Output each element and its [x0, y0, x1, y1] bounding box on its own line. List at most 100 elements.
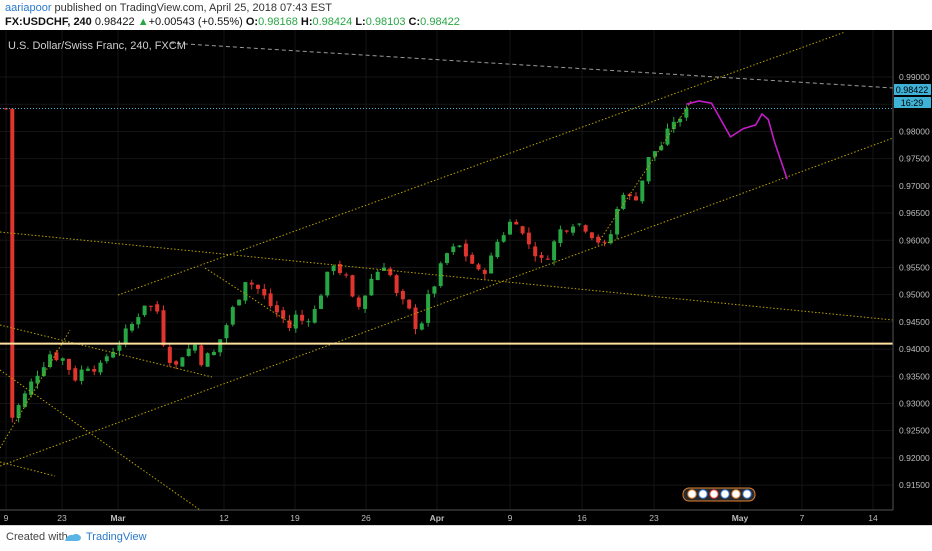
- candle-body: [671, 121, 676, 130]
- candle-body: [678, 118, 683, 123]
- candle-body: [482, 269, 487, 274]
- price-tick-label: 0.93500: [899, 371, 930, 381]
- price-tick-label: 0.94000: [899, 344, 930, 354]
- price-tick-label: 0.94500: [899, 317, 930, 327]
- candle-body: [136, 317, 141, 325]
- price-tick-label: 0.97500: [899, 154, 930, 164]
- diagonal-line: [0, 369, 201, 511]
- time-tick-label: May: [732, 513, 749, 523]
- candle-body: [451, 246, 456, 253]
- candle-body: [256, 284, 260, 289]
- candle-body: [274, 305, 279, 313]
- event-flag-icon[interactable]: [709, 489, 719, 499]
- ohlc-row: FX:USDCHF, 240 0.98422 ▲+0.00543 (+0.55%…: [5, 16, 460, 28]
- candle-body: [287, 320, 292, 329]
- wedge-line: [204, 267, 296, 327]
- candle-body: [394, 275, 399, 293]
- candle-body: [476, 264, 481, 270]
- time-tick-label: 26: [361, 513, 371, 523]
- candle-body: [73, 368, 78, 381]
- tradingview-link[interactable]: TradingView: [86, 531, 147, 543]
- countdown-tag-text: 16:29: [901, 98, 924, 108]
- price-axis[interactable]: [893, 30, 932, 510]
- candle-body: [608, 234, 613, 244]
- candle-body: [293, 314, 298, 329]
- grid: [0, 30, 893, 510]
- candle-body: [621, 194, 626, 209]
- countdown-tag: [894, 97, 931, 108]
- time-tick-label: 12: [219, 513, 229, 523]
- price-tick-label: 0.96000: [899, 235, 930, 245]
- time-tick-label: 9: [508, 513, 513, 523]
- price-tick-label: 0.98000: [899, 126, 930, 136]
- time-axis-labels: 9 23 Mar 12 19 26 Apr 9 16 23 May 7 14: [4, 513, 878, 523]
- time-tick-label: 23: [57, 513, 67, 523]
- candle-body: [300, 314, 305, 321]
- channel-upper-line: [117, 31, 846, 296]
- candle-body: [111, 351, 116, 358]
- candle-body: [564, 230, 569, 232]
- candle-body: [60, 358, 65, 361]
- descending-trendline: [0, 231, 894, 321]
- candle-body: [54, 352, 59, 361]
- event-flag-icon[interactable]: [742, 489, 752, 499]
- time-tick-label: 19: [290, 513, 300, 523]
- time-tick-label: Apr: [430, 513, 445, 523]
- candle-body: [79, 369, 84, 381]
- chart-area[interactable]: 0.990000.985000.980000.975000.970000.965…: [0, 30, 932, 525]
- event-flag-icon[interactable]: [687, 489, 697, 499]
- chart-legend-title: U.S. Dollar/Swiss Franc, 240, FXCM: [8, 40, 186, 52]
- event-flag-icon[interactable]: [731, 489, 741, 499]
- candle-body: [375, 271, 380, 281]
- candle-body: [35, 375, 40, 384]
- candle-body: [161, 310, 166, 346]
- candle-body: [646, 157, 651, 182]
- publish-info: aariapoor published on TradingView.com, …: [5, 2, 332, 14]
- candle-body: [22, 393, 27, 407]
- candle-body: [16, 405, 21, 419]
- candle-body: [29, 381, 34, 395]
- candle-body: [249, 282, 254, 285]
- time-axis[interactable]: [0, 510, 932, 525]
- candle-body: [41, 367, 46, 377]
- event-markers[interactable]: [682, 487, 756, 502]
- low-label: L:: [355, 16, 366, 28]
- high-value: 0.98424: [312, 16, 353, 28]
- price-tick-label: 0.93000: [899, 398, 930, 408]
- diagonal-line: [0, 461, 56, 477]
- candle-body: [312, 309, 317, 323]
- price-tick-label: 0.99000: [899, 72, 930, 82]
- candle-body: [218, 339, 223, 353]
- candle-body: [167, 346, 172, 363]
- candle-body: [400, 291, 405, 300]
- candle-body: [306, 321, 311, 323]
- author-link[interactable]: aariapoor: [5, 2, 52, 14]
- price-tick-label: 0.96500: [899, 208, 930, 218]
- event-flag-icon[interactable]: [720, 489, 730, 499]
- candle-body: [596, 236, 601, 243]
- candle-body: [589, 232, 594, 239]
- price-tick-label: 0.92500: [899, 426, 930, 436]
- wedge-line: [0, 324, 213, 378]
- candle-body: [211, 351, 216, 356]
- candle-body: [230, 307, 235, 325]
- candle-body: [640, 180, 645, 202]
- candle-body: [684, 108, 689, 118]
- candle-body: [501, 235, 506, 242]
- high-label: H:: [300, 16, 313, 28]
- event-flag-icon[interactable]: [698, 489, 708, 499]
- candle-body: [577, 223, 582, 225]
- candle-body: [337, 264, 342, 274]
- price-tick-label: 0.92000: [899, 453, 930, 463]
- candle-body: [243, 282, 248, 301]
- candle-body: [262, 288, 267, 296]
- time-tick-label: 9: [4, 513, 9, 523]
- candle-body: [583, 225, 588, 232]
- candle-body: [514, 221, 519, 225]
- candle-body: [130, 323, 134, 331]
- candle-body: [10, 108, 15, 418]
- candle-body: [526, 232, 531, 245]
- dashed-resistance-line: [169, 42, 894, 89]
- candle-body: [148, 305, 153, 307]
- price-chart[interactable]: 0.990000.985000.980000.975000.970000.965…: [0, 30, 932, 525]
